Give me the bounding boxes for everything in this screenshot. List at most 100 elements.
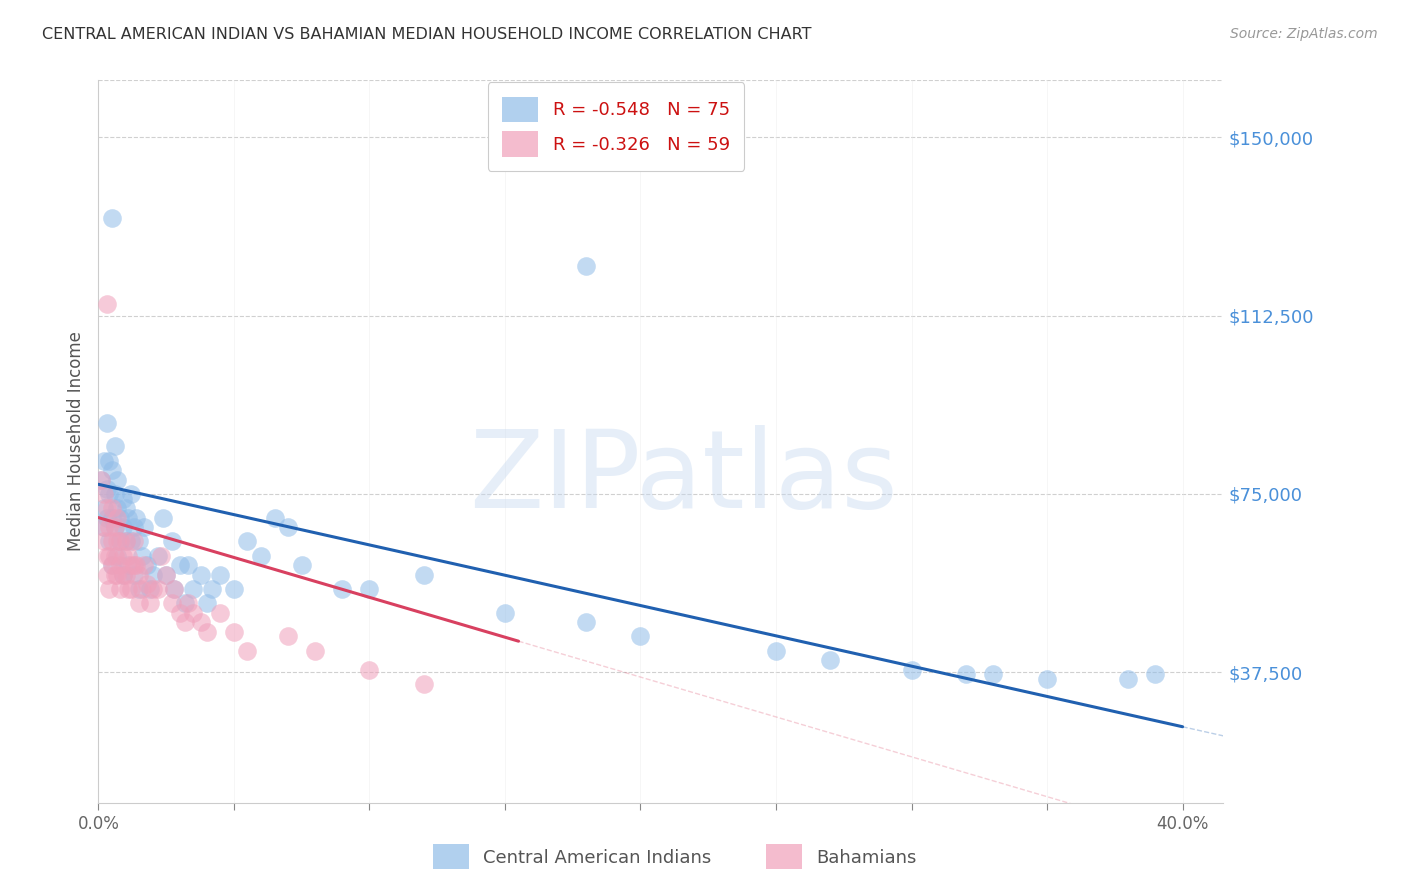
Point bbox=[359, 582, 381, 596]
Text: CENTRAL AMERICAN INDIAN VS BAHAMIAN MEDIAN HOUSEHOLD INCOME CORRELATION CHART: CENTRAL AMERICAN INDIAN VS BAHAMIAN MEDI… bbox=[42, 27, 811, 42]
Point bbox=[955, 667, 977, 681]
Point bbox=[125, 510, 148, 524]
Point bbox=[575, 615, 598, 630]
Point bbox=[101, 558, 124, 573]
Point bbox=[101, 501, 124, 516]
Point bbox=[90, 473, 112, 487]
Text: Source: ZipAtlas.com: Source: ZipAtlas.com bbox=[1230, 27, 1378, 41]
Point bbox=[117, 510, 139, 524]
Point bbox=[111, 567, 134, 582]
Point bbox=[263, 510, 285, 524]
Point bbox=[96, 482, 118, 496]
Point bbox=[120, 487, 142, 501]
Point bbox=[222, 624, 245, 639]
Point bbox=[101, 558, 124, 573]
Point bbox=[104, 439, 127, 453]
Point bbox=[128, 534, 150, 549]
Point bbox=[111, 491, 134, 506]
Point bbox=[236, 643, 259, 657]
Point bbox=[330, 582, 353, 596]
Point bbox=[174, 615, 197, 630]
Point bbox=[105, 567, 128, 582]
Point bbox=[108, 558, 131, 573]
Point bbox=[96, 510, 118, 524]
Point bbox=[90, 473, 112, 487]
Point bbox=[98, 534, 121, 549]
Point bbox=[277, 629, 299, 643]
Point bbox=[163, 582, 186, 596]
Point bbox=[105, 534, 128, 549]
Point bbox=[412, 677, 434, 691]
Point bbox=[174, 596, 197, 610]
Point bbox=[190, 567, 212, 582]
Point bbox=[101, 534, 124, 549]
Point bbox=[117, 558, 139, 573]
Point bbox=[93, 453, 115, 467]
Legend: Central American Indians, Bahamians: Central American Indians, Bahamians bbox=[423, 835, 927, 879]
Point bbox=[105, 501, 128, 516]
Point bbox=[93, 534, 115, 549]
Point bbox=[108, 534, 131, 549]
Point bbox=[981, 667, 1004, 681]
Point bbox=[155, 567, 177, 582]
Point bbox=[250, 549, 273, 563]
Point bbox=[201, 582, 224, 596]
Point bbox=[412, 567, 434, 582]
Point bbox=[134, 558, 156, 573]
Point bbox=[139, 596, 162, 610]
Point bbox=[190, 615, 212, 630]
Point bbox=[111, 520, 134, 534]
Point bbox=[128, 567, 150, 582]
Point bbox=[114, 534, 136, 549]
Point bbox=[104, 520, 127, 534]
Point bbox=[111, 567, 134, 582]
Point bbox=[291, 558, 314, 573]
Point bbox=[1144, 667, 1167, 681]
Text: ZIPatlas: ZIPatlas bbox=[470, 425, 897, 531]
Point bbox=[1036, 672, 1059, 686]
Point bbox=[98, 582, 121, 596]
Point bbox=[101, 211, 124, 226]
Point bbox=[101, 463, 124, 477]
Point bbox=[160, 534, 183, 549]
Point bbox=[117, 549, 139, 563]
Point bbox=[125, 558, 148, 573]
Point bbox=[209, 567, 232, 582]
Point bbox=[122, 534, 145, 549]
Point bbox=[142, 582, 165, 596]
Point bbox=[146, 549, 169, 563]
Point bbox=[163, 582, 186, 596]
Point bbox=[98, 453, 121, 467]
Point bbox=[169, 606, 191, 620]
Point bbox=[128, 596, 150, 610]
Point bbox=[136, 558, 159, 573]
Point bbox=[114, 501, 136, 516]
Point bbox=[494, 606, 516, 620]
Point bbox=[122, 567, 145, 582]
Point bbox=[120, 534, 142, 549]
Point bbox=[96, 296, 118, 310]
Point bbox=[181, 582, 204, 596]
Point bbox=[765, 643, 787, 657]
Point bbox=[277, 520, 299, 534]
Point bbox=[117, 582, 139, 596]
Point bbox=[96, 416, 118, 430]
Point bbox=[98, 487, 121, 501]
Point bbox=[169, 558, 191, 573]
Point bbox=[93, 520, 115, 534]
Point bbox=[105, 510, 128, 524]
Point bbox=[108, 582, 131, 596]
Point bbox=[120, 582, 142, 596]
Point bbox=[142, 567, 165, 582]
Point bbox=[122, 558, 145, 573]
Point bbox=[122, 520, 145, 534]
Point bbox=[104, 520, 127, 534]
Point bbox=[93, 501, 115, 516]
Point bbox=[105, 549, 128, 563]
Point bbox=[93, 487, 115, 501]
Point bbox=[131, 549, 153, 563]
Point bbox=[93, 520, 115, 534]
Point bbox=[105, 473, 128, 487]
Point bbox=[195, 624, 218, 639]
Point bbox=[222, 582, 245, 596]
